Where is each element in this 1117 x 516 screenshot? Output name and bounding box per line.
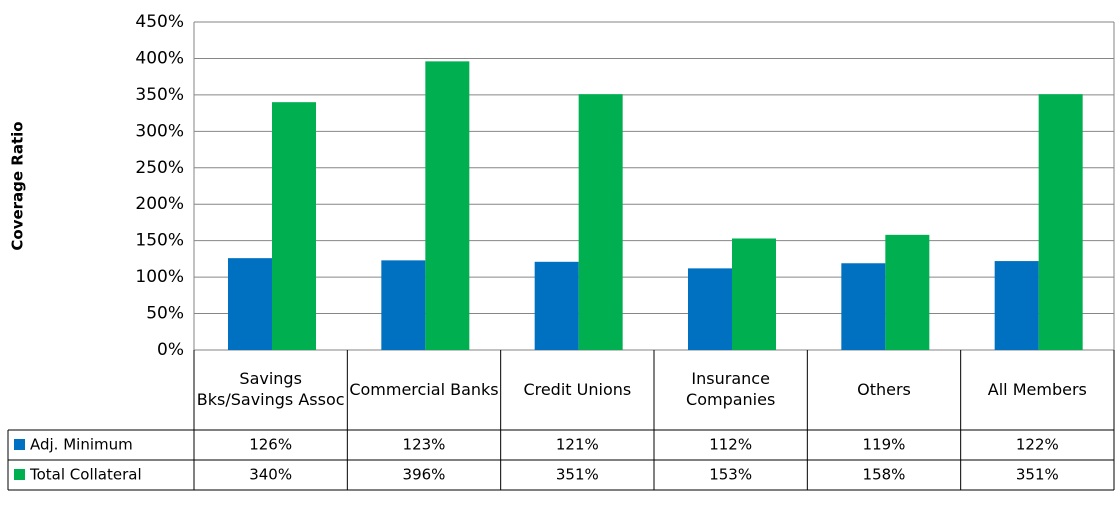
y-tick-label: 100% — [135, 267, 184, 287]
x-tick-label: Insurance Companies — [686, 369, 776, 409]
x-tick-label: Credit Unions — [523, 379, 632, 399]
y-tick-label: 50% — [146, 304, 184, 324]
x-tick-label: All Members — [987, 379, 1087, 399]
x-tick-label: Savings Bks/Savings Assoc — [196, 369, 345, 409]
x-tick-label: Others — [857, 379, 911, 399]
bar — [425, 61, 470, 351]
y-tick-label: 200% — [135, 194, 184, 214]
y-tick-label: 250% — [135, 158, 184, 178]
bar — [841, 263, 886, 350]
bar — [688, 268, 732, 350]
table-value: 122% — [1016, 436, 1059, 454]
table-value: 351% — [556, 466, 599, 484]
bar — [994, 261, 1039, 350]
table-value: 126% — [249, 436, 292, 454]
bar — [272, 102, 316, 350]
category-cell: Credit Unions — [523, 379, 632, 399]
bar — [578, 94, 623, 350]
y-tick-label: 0% — [157, 340, 184, 360]
legend-swatch — [14, 469, 25, 480]
category-cell: Savings Bks/Savings Assoc — [196, 369, 345, 409]
table-value: 351% — [1016, 466, 1059, 484]
bar — [1038, 94, 1083, 350]
y-tick-label: 450% — [135, 12, 184, 32]
table-value: 121% — [556, 436, 599, 454]
bar — [228, 258, 272, 350]
bar — [732, 238, 776, 350]
category-cell: Insurance Companies — [686, 369, 776, 409]
y-tick-label: 350% — [135, 85, 184, 105]
table-value: 119% — [863, 436, 906, 454]
table-value: 123% — [403, 436, 446, 454]
y-tick-label: 150% — [135, 231, 184, 251]
y-axis-label: Coverage Ratio — [9, 121, 27, 250]
bar — [534, 261, 579, 350]
table-value: 158% — [863, 466, 906, 484]
table-value: 153% — [709, 466, 752, 484]
category-cell: All Members — [987, 379, 1087, 399]
legend-swatch — [14, 439, 25, 450]
category-cell: Others — [857, 379, 911, 399]
x-tick-label: Commercial Banks — [349, 379, 499, 399]
y-tick-label: 400% — [135, 48, 184, 68]
bar — [381, 260, 426, 350]
category-cell: Commercial Banks — [349, 379, 499, 399]
table-value: 396% — [403, 466, 446, 484]
table-value: 112% — [709, 436, 752, 454]
y-tick-label: 300% — [135, 121, 184, 141]
bar — [885, 234, 930, 350]
legend-label: Total Collateral — [29, 466, 142, 484]
table-value: 340% — [249, 466, 292, 484]
legend-label: Adj. Minimum — [30, 436, 133, 454]
